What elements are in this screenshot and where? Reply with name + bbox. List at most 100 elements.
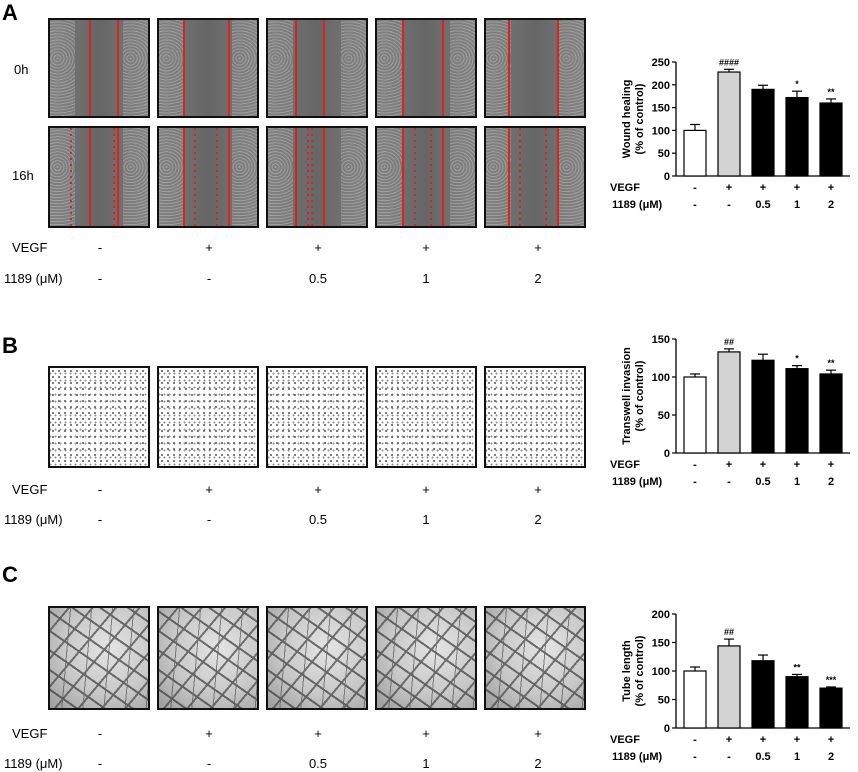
- y-tick-label: 0: [664, 448, 670, 460]
- wound-edge-line: [227, 128, 230, 226]
- dose-value-label: 0.5: [755, 199, 770, 211]
- scratch-wound-image: [48, 126, 150, 228]
- transwell-image: [375, 366, 477, 468]
- transwell-image: [157, 366, 259, 468]
- wound-front-dotted-line: [414, 128, 417, 226]
- dose-value-label: 1: [794, 476, 800, 488]
- scratch-wound-image: [48, 18, 150, 118]
- bar: [717, 645, 741, 729]
- significance-label: *: [795, 354, 799, 364]
- wound-edge-line: [441, 20, 444, 116]
- transwell-image: [48, 366, 150, 468]
- dose-value-label: -: [727, 751, 731, 763]
- wound-edge-line: [116, 20, 119, 116]
- y-tick-label: 0: [664, 723, 670, 735]
- vegf-value-label: +: [828, 734, 834, 746]
- panel-b-letter: B: [2, 333, 18, 358]
- wound-healing-bar-chart: 0 50 100 150 200 250 Wound healing (% of contro…: [610, 57, 850, 211]
- wound-edge-line: [507, 20, 510, 116]
- panel-a-letter: A: [2, 0, 18, 25]
- vegf-condition-value: +: [314, 726, 322, 741]
- vegf-condition-value: -: [97, 726, 103, 741]
- scratch-wound-image: [157, 126, 259, 228]
- wound-edge-line: [556, 20, 559, 116]
- dose-value-label: 0.5: [755, 476, 770, 488]
- dose-condition-value: 0.5: [308, 512, 328, 527]
- vegf-axis-label: VEGF: [610, 459, 640, 471]
- wound-edge-line: [182, 128, 185, 226]
- wound-edge-line: [402, 128, 405, 226]
- tube-length-bar-chart: 0 50 100 150 200 Tube length (% of control) - - #…: [610, 609, 850, 763]
- tube-formation-image: [48, 606, 150, 710]
- y-axis-title: Transwell invasion: [621, 347, 633, 445]
- significance-label: ##: [724, 627, 734, 637]
- significance-label: ##: [724, 337, 734, 347]
- y-tick-label: 200: [652, 609, 670, 621]
- wound-edge-line: [227, 20, 230, 116]
- wound-edge-line: [402, 20, 405, 116]
- y-axis-subtitle: (% of control): [634, 360, 646, 431]
- vegf-row-label: VEGF: [12, 482, 48, 497]
- vegf-condition-value: -: [97, 482, 103, 497]
- y-tick-label: 0: [664, 171, 670, 183]
- wound-edge-line: [507, 128, 510, 226]
- y-tick-label: 50: [658, 695, 670, 707]
- scratch-wound-image: [375, 18, 477, 118]
- dose-condition-value: 0.5: [308, 271, 328, 286]
- y-axis-subtitle: (% of control): [634, 83, 646, 154]
- invaded-cells: [377, 368, 475, 466]
- dose-condition-value: 2: [534, 271, 542, 286]
- panel-c-letter: C: [2, 562, 18, 587]
- wound-front-dotted-line: [69, 128, 72, 226]
- vegf-value-label: +: [760, 734, 766, 746]
- bar: [819, 373, 843, 454]
- vegf-value-label: +: [794, 734, 800, 746]
- dose-axis-label: 1189 (μM): [612, 751, 662, 763]
- dose-condition-value: 1: [422, 512, 430, 527]
- dose-row-label: 1189 (μM): [4, 271, 63, 286]
- y-tick-label: 200: [652, 80, 670, 92]
- dose-row-label: 1189 (μM): [4, 756, 63, 771]
- row-label-16h: 16h: [12, 168, 34, 183]
- dose-row-label: 1189 (μM): [4, 512, 63, 527]
- row-label-0h: 0h: [14, 62, 29, 77]
- invaded-cells: [268, 368, 366, 466]
- dose-value-label: -: [693, 199, 697, 211]
- vegf-axis-label: VEGF: [610, 734, 640, 746]
- wound-front-dotted-line: [215, 128, 218, 226]
- dose-value-label: -: [693, 751, 697, 763]
- wound-edge-line: [556, 128, 559, 226]
- bar: [785, 368, 809, 454]
- dose-value-label: 2: [828, 199, 834, 211]
- vegf-value-label: +: [726, 182, 732, 194]
- vegf-condition-value: +: [534, 726, 542, 741]
- scratch-wound-image: [484, 18, 586, 118]
- bar: [683, 376, 707, 454]
- vegf-value-label: +: [726, 734, 732, 746]
- vegf-condition-value: +: [205, 240, 213, 255]
- vegf-condition-value: +: [205, 482, 213, 497]
- wound-front-dotted-line: [112, 128, 115, 226]
- bar: [785, 96, 809, 177]
- wound-front-dotted-line: [429, 128, 432, 226]
- tube-network: [159, 608, 257, 708]
- vegf-value-label: +: [794, 459, 800, 471]
- bar: [717, 71, 741, 177]
- significance-label: *: [795, 79, 799, 89]
- dose-value-label: -: [693, 476, 697, 488]
- significance-label: **: [827, 87, 835, 97]
- wound-edge-line: [441, 128, 444, 226]
- vegf-value-label: +: [760, 459, 766, 471]
- dose-value-label: 1: [794, 199, 800, 211]
- y-tick-label: 150: [652, 638, 670, 650]
- dose-axis-label: 1189 (μM): [612, 476, 662, 488]
- bar: [819, 102, 843, 177]
- y-tick-label: 100: [652, 666, 670, 678]
- dose-condition-value: -: [206, 271, 212, 286]
- vegf-row-label: VEGF: [12, 726, 48, 741]
- y-axis-title: Wound healing: [621, 80, 633, 159]
- y-tick-label: 150: [652, 334, 670, 346]
- significance-label: **: [827, 358, 835, 368]
- transwell-image: [266, 366, 368, 468]
- y-tick-label: 100: [652, 125, 670, 137]
